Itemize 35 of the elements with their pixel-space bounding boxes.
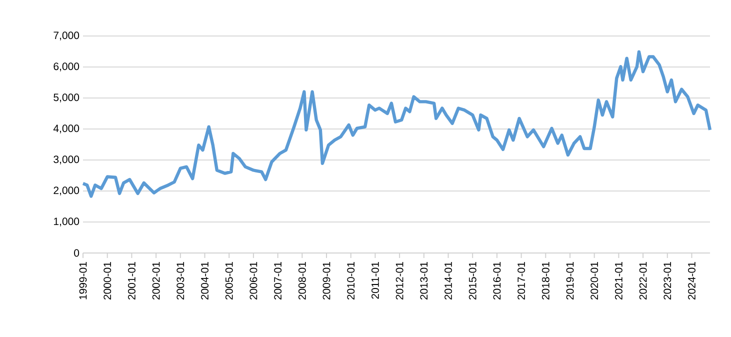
x-tick-label: 2003-01 bbox=[176, 262, 184, 300]
x-tick-label: 2019-01 bbox=[566, 262, 574, 300]
x-tick-label: 2010-01 bbox=[347, 262, 355, 300]
x-tick-label: 2004-01 bbox=[201, 262, 208, 300]
x-tick-label: 2008-01 bbox=[298, 262, 306, 300]
line-series bbox=[81, 50, 712, 198]
x-tick-label: 2020-01 bbox=[590, 262, 598, 300]
y-tick-label: 0 bbox=[74, 249, 80, 257]
x-tick-label: 2024-01 bbox=[688, 262, 696, 300]
x-tick-label: 2016-01 bbox=[493, 262, 501, 300]
y-tick-label: 2,000 bbox=[54, 186, 80, 196]
x-tick-label: 2009-01 bbox=[322, 262, 330, 300]
y-tick-label: 4,000 bbox=[53, 124, 80, 134]
x-tick-label: 2005-01 bbox=[225, 262, 233, 300]
x-tick-label: 2011-01 bbox=[371, 262, 379, 299]
y-tick-label: 1,000 bbox=[54, 218, 80, 226]
x-tick-label: 2012-01 bbox=[396, 262, 404, 300]
x-tick-label: 2022-01 bbox=[639, 262, 647, 300]
y-tick-label: 3,000 bbox=[54, 156, 80, 164]
y-tick-label: 5,000 bbox=[54, 94, 80, 102]
x-tick-label: 2014-01 bbox=[444, 262, 452, 300]
x-tick-label: 2002-01 bbox=[152, 262, 160, 300]
x-tick-label: 2023-01 bbox=[664, 262, 672, 300]
x-tick-label: 2013-01 bbox=[420, 262, 428, 300]
x-tick-label: 2000-01 bbox=[104, 262, 112, 300]
x-tick-label: 2017-01 bbox=[518, 262, 526, 300]
x-tick-label: 2021-01 bbox=[614, 262, 622, 300]
x-tick-label: 2018-01 bbox=[542, 262, 550, 300]
y-tick-label: 7,000 bbox=[54, 32, 80, 40]
x-tick-label: 2006-01 bbox=[250, 262, 258, 300]
y-tick-label: 6,000 bbox=[54, 62, 80, 72]
x-tick-label: 2015-01 bbox=[468, 262, 476, 300]
x-tick-label: 2007-01 bbox=[274, 262, 282, 300]
x-tick-label: 2001-01 bbox=[128, 262, 136, 300]
x-tick-label: 1999-01 bbox=[79, 262, 87, 300]
